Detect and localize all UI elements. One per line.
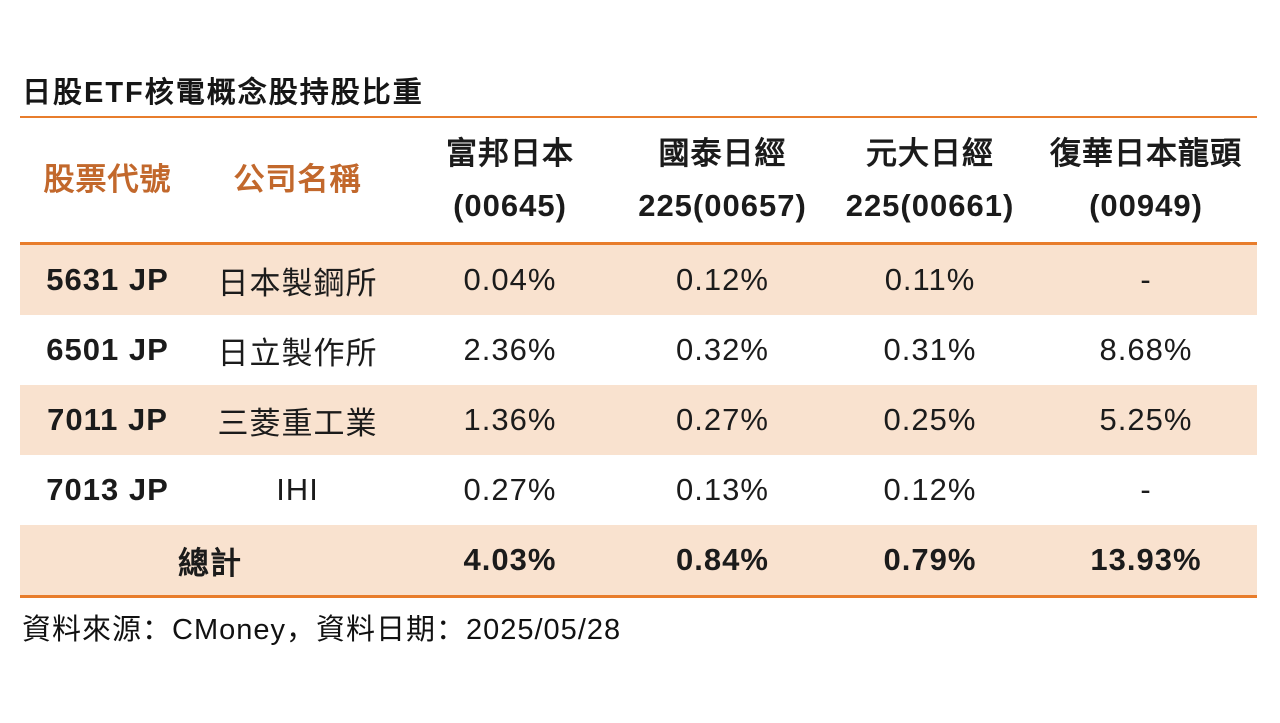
column-header-company-name: 公司名稱 <box>195 118 400 242</box>
cell-stock-code: 7011 JP <box>47 402 168 437</box>
cell-value: 0.32% <box>676 332 769 367</box>
cell-value: - <box>1140 262 1152 297</box>
cell-value: 8.68% <box>1099 332 1193 367</box>
cell-total-value: 13.93% <box>1090 542 1202 577</box>
table-row: 7011 JP 三菱重工業 1.36% 0.27% 0.25% 5.25% <box>20 385 1257 455</box>
source-note: 資料來源：CMoney，資料日期：2025/05/28 <box>22 614 622 646</box>
cell-value: 0.27% <box>676 402 769 437</box>
column-header-fubon-japan: 富邦日本 (00645) <box>400 118 620 242</box>
table-bottom-divider <box>20 595 1257 598</box>
cell-stock-code: 5631 JP <box>46 262 169 297</box>
table-header-row: 股票代號 公司名稱 富邦日本 (00645) 國泰日經 225(00657) 元… <box>20 118 1257 242</box>
cell-total-value: 0.79% <box>883 542 977 577</box>
header-divider <box>20 242 1257 245</box>
cell-value: 0.11% <box>884 262 976 297</box>
header-line1: 公司名稱 <box>233 162 362 197</box>
column-header-stock-code: 股票代號 <box>20 118 195 242</box>
cell-value: 0.27% <box>463 472 557 507</box>
column-header-cathay-nikkei: 國泰日經 225(00657) <box>620 118 825 242</box>
cell-value: - <box>1140 472 1152 507</box>
header-line2: 225(00657) <box>638 188 807 223</box>
cell-total-value: 4.03% <box>463 542 557 577</box>
cell-value: 0.12% <box>883 472 977 507</box>
table-sheet: 日股ETF核電概念股持股比重 股票代號 公司名稱 富邦日本 (00645) 國泰… <box>20 0 1257 650</box>
header-line1: 股票代號 <box>43 162 172 197</box>
header-line2: 225(00661) <box>845 188 1015 223</box>
header-line1: 國泰日經 <box>658 136 787 171</box>
table-row: 5631 JP 日本製鋼所 0.04% 0.12% 0.11% - <box>20 245 1257 315</box>
cell-value: 0.04% <box>463 262 557 297</box>
table-row: 7013 JP IHI 0.27% 0.13% 0.12% - <box>20 455 1257 525</box>
column-header-fuhwa-japan-leaders: 復華日本龍頭 (00949) <box>1035 118 1257 242</box>
cell-value: 0.13% <box>676 472 769 507</box>
cell-value: 5.25% <box>1099 402 1193 437</box>
cell-value: 2.36% <box>463 332 557 367</box>
cell-company: IHI <box>276 472 319 507</box>
cell-company: 日本製鋼所 <box>217 265 378 301</box>
cell-value: 0.12% <box>676 262 769 297</box>
cell-company: 日立製作所 <box>217 335 378 371</box>
header-line1: 復華日本龍頭 <box>1050 136 1242 171</box>
page-title: 日股ETF核電概念股持股比重 <box>22 77 424 109</box>
cell-total-value: 0.84% <box>676 542 769 577</box>
table-row: 6501 JP 日立製作所 2.36% 0.32% 0.31% 8.68% <box>20 315 1257 385</box>
column-header-yuanta-nikkei: 元大日經 225(00661) <box>825 118 1035 242</box>
cell-stock-code: 7013 JP <box>46 472 169 507</box>
title-divider <box>20 116 1257 118</box>
header-line2: (00645) <box>453 188 567 223</box>
cell-value: 1.36% <box>463 402 557 437</box>
cell-value: 0.25% <box>883 402 977 437</box>
cell-stock-code: 6501 JP <box>46 332 169 367</box>
cell-total-label: 總計 <box>178 545 242 581</box>
header-line1: 富邦日本 <box>446 136 574 171</box>
table-total-row: 總計 4.03% 0.84% 0.79% 13.93% <box>20 525 1257 595</box>
header-line1: 元大日經 <box>866 136 994 171</box>
header-line2: (00949) <box>1089 188 1203 223</box>
cell-company: 三菱重工業 <box>217 405 378 441</box>
cell-value: 0.31% <box>883 332 977 367</box>
